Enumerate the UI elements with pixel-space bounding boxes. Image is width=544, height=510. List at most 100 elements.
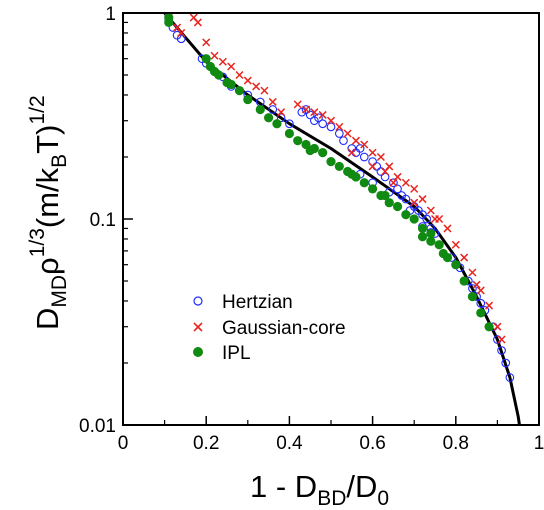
gaussian-core-point bbox=[293, 100, 302, 109]
ipl-point bbox=[451, 260, 461, 270]
gaussian-core-point bbox=[260, 86, 269, 95]
hertzian-point bbox=[497, 346, 506, 355]
hertzian-point bbox=[176, 34, 186, 44]
hertzian-point bbox=[347, 144, 357, 153]
hertzian-point bbox=[389, 178, 398, 188]
ipl-point bbox=[484, 322, 494, 332]
ipl-point bbox=[384, 198, 394, 208]
ipl-point bbox=[426, 236, 436, 246]
hertzian-point bbox=[285, 119, 294, 129]
hertzian-point bbox=[422, 214, 432, 224]
ipl-point bbox=[426, 228, 436, 239]
ipl-point bbox=[417, 223, 428, 234]
gaussian-core-point bbox=[368, 148, 377, 157]
x-axis-label: 1 - DBD/D0 bbox=[250, 469, 389, 510]
ipl-point bbox=[284, 128, 294, 139]
ipl-point bbox=[334, 161, 344, 172]
x-tick-label: 0.2 bbox=[193, 433, 219, 454]
y-tick-label: 0.1 bbox=[90, 210, 116, 231]
hertzian-point bbox=[355, 144, 365, 153]
gaussian-core-point bbox=[235, 70, 244, 80]
hertzian-point bbox=[318, 119, 328, 129]
hertzian-point bbox=[393, 184, 402, 194]
gaussian-core-point bbox=[302, 105, 311, 114]
gaussian-core-point bbox=[472, 280, 481, 289]
gaussian-core-point bbox=[381, 167, 390, 176]
hertzian-point bbox=[401, 194, 411, 204]
legend-marker-gaussian bbox=[193, 322, 203, 332]
hertzian-point bbox=[334, 129, 344, 138]
legend: Hertzian Gaussian-core IPL bbox=[193, 292, 346, 364]
ipl-point bbox=[368, 184, 378, 194]
gaussian-core-point bbox=[326, 116, 336, 125]
ipl-point bbox=[318, 148, 328, 158]
hertzian-point bbox=[326, 122, 336, 132]
gaussian-core-point bbox=[360, 140, 369, 149]
gaussian-core-point bbox=[368, 162, 377, 171]
gaussian-core-point bbox=[497, 335, 506, 344]
gaussian-core-point bbox=[451, 240, 460, 249]
ipl-point bbox=[392, 201, 403, 212]
gaussian-core-point bbox=[318, 110, 327, 119]
y-tick-label: 1 bbox=[105, 4, 116, 25]
gaussian-core-point bbox=[310, 108, 319, 117]
ipl-point bbox=[326, 156, 336, 167]
hertzian-point bbox=[314, 113, 323, 123]
ipl-point bbox=[409, 214, 419, 224]
gaussian-core-point bbox=[410, 198, 419, 207]
gaussian-core-point bbox=[210, 51, 219, 60]
hertzian-point bbox=[359, 152, 369, 162]
hertzian-point bbox=[339, 136, 348, 146]
gaussian-core-point bbox=[173, 23, 182, 32]
ipl-point bbox=[226, 79, 236, 90]
ipl-point bbox=[459, 276, 469, 286]
legend-marker-ipl bbox=[193, 347, 203, 357]
hertzian-point bbox=[380, 172, 390, 182]
ipl-point bbox=[467, 292, 478, 302]
gaussian-core-point bbox=[193, 18, 202, 27]
hertzian-point bbox=[476, 298, 486, 308]
ipl-point bbox=[264, 113, 274, 123]
x-tick-label: 0.4 bbox=[276, 433, 303, 454]
legend-label-gaussian: Gaussian-core bbox=[222, 318, 346, 339]
data-points bbox=[164, 13, 515, 382]
ipl-point bbox=[380, 190, 390, 201]
hertzian-point bbox=[305, 110, 315, 120]
y-axis-label: DMDρ1/3(m/kBT)1/2 bbox=[26, 95, 71, 330]
ipl-point bbox=[214, 70, 224, 80]
gaussian-core-point bbox=[202, 38, 211, 47]
gaussian-core-point bbox=[351, 136, 360, 145]
ipl-point bbox=[476, 308, 486, 318]
ipl-point bbox=[305, 145, 315, 156]
ipl-point bbox=[347, 169, 357, 179]
ipl-point bbox=[234, 86, 245, 96]
gaussian-core-point bbox=[426, 206, 435, 215]
gaussian-core-point bbox=[343, 129, 352, 138]
x-tick-label: 0.6 bbox=[359, 433, 385, 454]
gaussian-core-point bbox=[485, 301, 494, 310]
gaussian-core-point bbox=[227, 62, 236, 71]
gaussian-core-point bbox=[376, 152, 385, 162]
ipl-point bbox=[164, 17, 174, 28]
gaussian-core-point bbox=[468, 268, 477, 277]
ipl-point bbox=[255, 104, 265, 115]
hertzian-point bbox=[301, 105, 311, 114]
x-tick-label: 0.8 bbox=[443, 433, 469, 454]
y-tick-label: 0.01 bbox=[79, 416, 116, 437]
ipl-point bbox=[272, 119, 282, 129]
ipl-point bbox=[201, 54, 211, 64]
legend-marker-hertzian bbox=[193, 296, 203, 306]
gaussian-core-point bbox=[268, 97, 277, 106]
gaussian-core-point bbox=[347, 148, 356, 157]
hertzian-point bbox=[376, 167, 386, 176]
gaussian-core-point bbox=[493, 322, 502, 331]
gaussian-core-point bbox=[252, 82, 261, 91]
gaussian-core-point bbox=[218, 57, 227, 66]
gaussian-core-point bbox=[177, 28, 186, 37]
legend-label-ipl: IPL bbox=[222, 343, 251, 364]
hertzian-point bbox=[351, 148, 361, 157]
gaussian-core-point bbox=[418, 195, 427, 204]
gaussian-core-point bbox=[335, 122, 344, 131]
ipl-point bbox=[438, 248, 448, 259]
